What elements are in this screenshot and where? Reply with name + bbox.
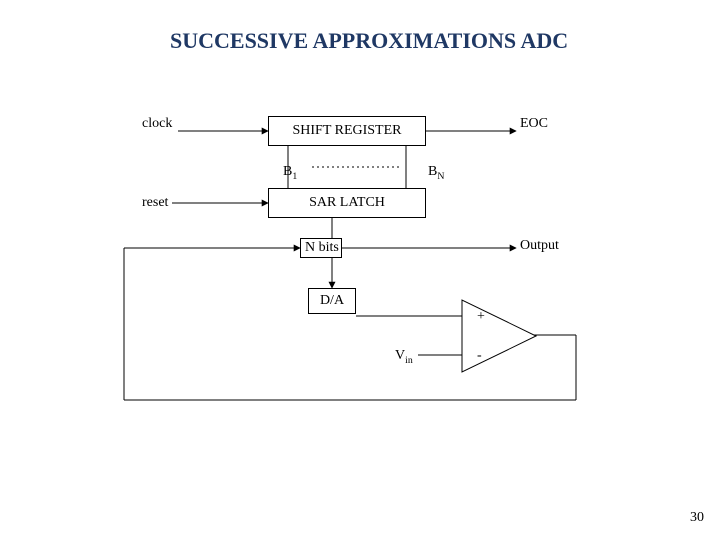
comparator-triangle bbox=[462, 300, 536, 372]
diagram-svg bbox=[0, 0, 720, 540]
b1-label: B1 bbox=[283, 164, 297, 182]
shift-register-box: SHIFT REGISTER bbox=[268, 116, 426, 146]
da-box: D/A bbox=[308, 288, 356, 314]
sar-latch-label: SAR LATCH bbox=[309, 195, 385, 211]
output-label: Output bbox=[520, 238, 559, 254]
pagenum-label: 30 bbox=[690, 510, 704, 526]
nbits-label: N bits bbox=[305, 240, 339, 256]
shift-register-label: SHIFT REGISTER bbox=[292, 123, 401, 139]
bn-label: BN bbox=[428, 164, 444, 182]
vin-label: Vin bbox=[395, 348, 413, 366]
eoc-label: EOC bbox=[520, 116, 548, 132]
plus-label: + bbox=[477, 309, 485, 325]
reset-label: reset bbox=[142, 195, 168, 211]
sar-latch-box: SAR LATCH bbox=[268, 188, 426, 218]
diagram-stage: SUCCESSIVE APPROXIMATIONS ADC SHIFT REGI… bbox=[0, 0, 720, 540]
da-label: D/A bbox=[320, 293, 344, 309]
minus-label: - bbox=[477, 348, 482, 364]
clock-label: clock bbox=[142, 116, 172, 132]
nbits-box: N bits bbox=[300, 238, 342, 258]
